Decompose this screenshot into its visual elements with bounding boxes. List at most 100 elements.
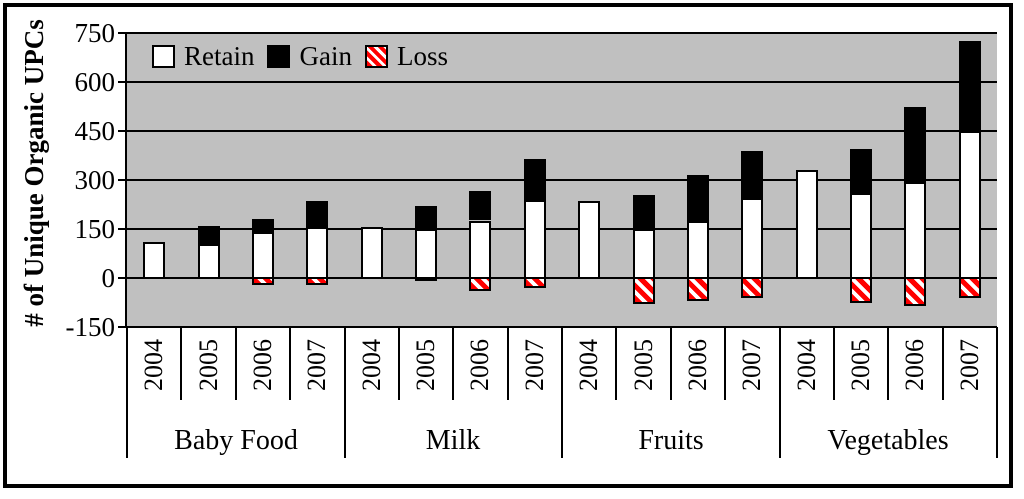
bar-segment-retain <box>361 227 383 279</box>
gridline <box>127 130 997 132</box>
gridline <box>127 81 997 83</box>
year-tick-line <box>615 327 617 400</box>
group-label: Milk <box>425 425 481 456</box>
year-label: 2006 <box>248 339 277 391</box>
year-tick-line <box>833 327 835 400</box>
category-separator-line <box>561 327 563 458</box>
gridline <box>127 179 997 181</box>
bar-segment-retain <box>633 229 655 279</box>
category-separator-line <box>344 327 346 458</box>
year-tick-line <box>398 327 400 400</box>
year-label: 2007 <box>955 339 984 391</box>
bar-segment-gain <box>524 159 546 200</box>
gain-swatch-icon <box>267 44 291 68</box>
y-axis-tick-mark <box>118 277 126 279</box>
year-label: 2004 <box>574 339 603 391</box>
gridline <box>127 32 997 34</box>
legend-item-loss: Loss <box>364 41 448 71</box>
bar-segment-loss <box>306 277 328 285</box>
bar-segment-retain <box>578 201 600 279</box>
year-tick-line <box>670 327 672 400</box>
legend-label: Loss <box>396 41 448 71</box>
bar-segment-retain <box>198 244 220 279</box>
bar-segment-retain <box>469 221 491 279</box>
legend-label: Gain <box>299 41 352 71</box>
year-label: 2004 <box>357 339 386 391</box>
y-axis-tick-mark <box>118 326 126 328</box>
category-separator-line <box>126 327 128 458</box>
year-label: 2007 <box>302 339 331 391</box>
year-tick-line <box>942 327 944 400</box>
bar-segment-loss <box>959 277 981 298</box>
group-label: Baby Food <box>174 425 298 456</box>
bar-segment-gain <box>198 226 220 244</box>
bar-segment-gain <box>904 107 926 182</box>
bar-segment-retain <box>687 221 709 279</box>
loss-swatch-icon <box>364 44 388 68</box>
group-label: Vegetables <box>827 425 949 456</box>
bar-segment-gain <box>959 41 981 131</box>
bar-segment-loss <box>524 277 546 288</box>
year-label: 2005 <box>846 339 875 391</box>
bar-segment-retain <box>306 227 328 279</box>
legend-item-gain: Gain <box>267 41 352 71</box>
bar-segment-gain <box>687 175 709 221</box>
bar-segment-retain <box>252 232 274 279</box>
year-label: 2006 <box>683 339 712 391</box>
legend: Retain Gain Loss <box>152 41 448 71</box>
bar-segment-loss <box>741 277 763 298</box>
y-axis-tick-mark <box>118 179 126 181</box>
year-label: 2006 <box>900 339 929 391</box>
y-tick-label: 750 <box>74 18 116 48</box>
year-label: 2005 <box>629 339 658 391</box>
y-tick-label: 0 <box>101 263 116 293</box>
y-axis-line <box>125 32 127 328</box>
bar-segment-retain <box>415 229 437 279</box>
bar-segment-gain <box>741 151 763 198</box>
y-tick-label: 450 <box>74 116 116 146</box>
year-tick-line <box>452 327 454 400</box>
bar-segment-loss <box>687 277 709 301</box>
bar-segment-gain <box>252 219 274 232</box>
bar-segment-loss <box>633 277 655 304</box>
year-label: 2007 <box>520 339 549 391</box>
year-label: 2004 <box>792 339 821 391</box>
y-tick-label: 150 <box>74 214 116 244</box>
gridline <box>127 277 997 279</box>
year-tick-line <box>289 327 291 400</box>
bar-segment-loss <box>469 277 491 291</box>
category-separator-line <box>779 327 781 458</box>
retain-swatch-icon <box>152 44 175 68</box>
year-tick-line <box>235 327 237 400</box>
year-tick-line <box>724 327 726 400</box>
bar-segment-gain <box>469 191 491 220</box>
bar-segment-gain <box>415 206 437 229</box>
y-axis-tick-mark <box>118 130 126 132</box>
year-label: 2007 <box>737 339 766 391</box>
legend-label: Retain <box>184 41 255 71</box>
bar-segment-retain <box>904 182 926 279</box>
year-tick-line <box>507 327 509 400</box>
group-label: Fruits <box>638 425 704 456</box>
year-tick-line <box>180 327 182 400</box>
bar-segment-loss <box>850 277 872 303</box>
bar-segment-retain <box>143 242 165 279</box>
bar-segment-loss <box>252 277 274 285</box>
year-tick-line <box>887 327 889 400</box>
y-axis-tick-mark <box>118 81 126 83</box>
y-axis-tick-mark <box>118 228 126 230</box>
bar-segment-retain <box>850 193 872 279</box>
year-label: 2005 <box>194 339 223 391</box>
year-label: 2004 <box>139 339 168 391</box>
y-tick-label: 600 <box>74 67 116 97</box>
y-axis-tick-mark <box>118 32 126 34</box>
legend-item-retain: Retain <box>152 41 255 71</box>
bar-segment-retain <box>959 131 981 279</box>
bar-segment-loss <box>415 277 437 281</box>
bar-segment-gain <box>306 201 328 227</box>
category-separator-line <box>996 327 998 458</box>
bar-segment-retain <box>524 200 546 279</box>
bar-segment-retain <box>796 170 818 279</box>
bar-segment-gain <box>633 195 655 229</box>
y-tick-label: -150 <box>65 312 116 342</box>
